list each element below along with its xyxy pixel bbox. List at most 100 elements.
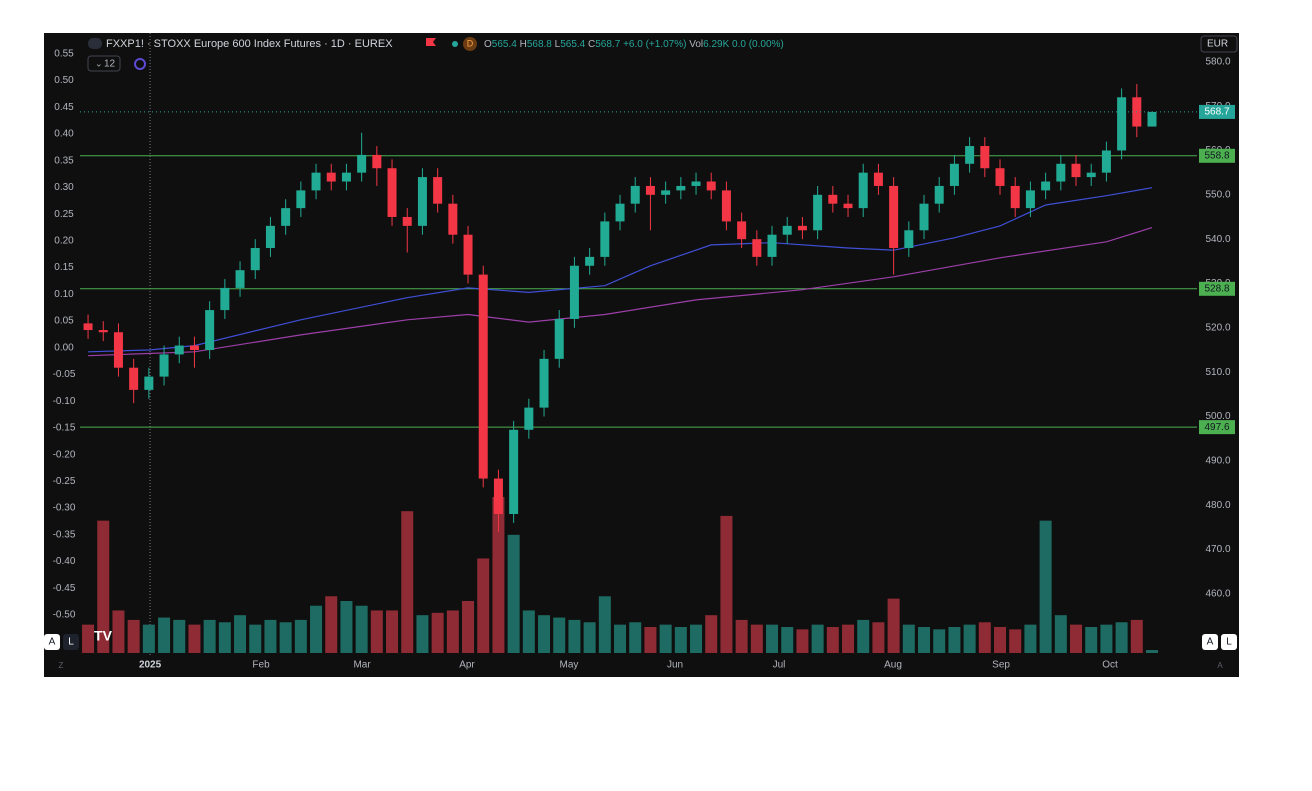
volume-bar xyxy=(477,558,490,653)
log-button[interactable] xyxy=(63,634,79,650)
volume-bar xyxy=(416,615,429,653)
y2-tick-label: 0.10 xyxy=(54,289,74,300)
level-label-bg xyxy=(1199,281,1235,296)
candle-body xyxy=(1056,163,1066,182)
y2-tick-label: 0.00 xyxy=(54,342,74,353)
auto-button[interactable] xyxy=(1202,634,1218,650)
candle-body xyxy=(630,185,640,204)
volume-bar xyxy=(446,610,459,653)
symbol-title: FXXP1! · STOXX Europe 600 Index Futures … xyxy=(106,38,393,50)
candle-body xyxy=(129,367,139,390)
volume-bar xyxy=(933,629,946,653)
volume-bar xyxy=(188,624,201,653)
y2-tick-label: -0.30 xyxy=(53,503,76,514)
volume-bar xyxy=(234,615,247,653)
volume-bar xyxy=(522,610,535,653)
x-tick-label: Sep xyxy=(992,660,1010,671)
volume-bar xyxy=(918,627,931,653)
y-tick-label: 540.0 xyxy=(1205,234,1230,245)
chevron: ⌄ xyxy=(95,58,103,68)
candle-body xyxy=(387,168,397,217)
candle-body xyxy=(98,330,108,333)
candle-body xyxy=(828,194,838,204)
volume-bar xyxy=(386,610,399,653)
corner-label: A xyxy=(1217,661,1223,670)
candle-body xyxy=(311,172,321,191)
candle-body xyxy=(904,230,914,249)
volume-bar xyxy=(796,629,809,653)
footer: A L TV A L Z A xyxy=(44,628,1237,670)
y-tick-label: 510.0 xyxy=(1205,367,1230,378)
indicator-count: 12 xyxy=(104,59,116,70)
candle-body xyxy=(919,203,929,231)
candle-body xyxy=(463,234,473,275)
volume-bar xyxy=(279,622,292,653)
volume-bar xyxy=(720,515,733,653)
volume-bar xyxy=(614,624,627,653)
vol-label: Vol xyxy=(689,39,703,50)
candle-body xyxy=(965,146,975,164)
auto-button[interactable] xyxy=(44,634,60,650)
x-tick-label: Mar xyxy=(353,660,371,671)
x-tick-label: Feb xyxy=(252,660,270,671)
candle-body xyxy=(326,172,336,182)
candle-body xyxy=(205,310,215,350)
volume-bar xyxy=(325,596,338,653)
currency: EUR xyxy=(1207,39,1228,50)
volume-bar xyxy=(1039,520,1052,653)
status-dot xyxy=(452,41,458,47)
currency-button[interactable] xyxy=(1200,35,1238,53)
y2-tick-label: 0.55 xyxy=(54,48,74,59)
candle-body xyxy=(554,318,564,359)
x-tick-label: Aug xyxy=(884,660,902,671)
symbol-icon xyxy=(88,38,102,49)
volume-bar xyxy=(994,627,1007,653)
candle-body xyxy=(782,225,792,235)
candle-body xyxy=(934,185,944,204)
auto-label: A xyxy=(1207,637,1214,648)
candle-body xyxy=(509,429,519,515)
volume-bar xyxy=(294,619,307,653)
candle-body xyxy=(1071,163,1081,178)
candle-body xyxy=(220,287,230,311)
log-button[interactable] xyxy=(1221,634,1237,650)
volume-bar xyxy=(766,624,779,653)
x-tick-label: Oct xyxy=(1102,660,1118,671)
log-label: L xyxy=(1226,637,1232,648)
volume-bar xyxy=(705,615,718,653)
candle-body xyxy=(1101,150,1111,173)
vol-value: 6.29K xyxy=(703,39,729,50)
candle-body xyxy=(706,181,716,191)
volume-bar xyxy=(492,497,505,653)
candle-body xyxy=(721,190,731,222)
level-label: 558.8 xyxy=(1204,150,1229,161)
candle-body xyxy=(113,332,123,368)
y2-tick-label: -0.50 xyxy=(53,610,76,621)
y2-tick-label: -0.35 xyxy=(53,529,76,540)
x-tick-label: 2025 xyxy=(139,660,162,671)
x-tick-label: Jul xyxy=(773,660,786,671)
y-tick-label: 500.0 xyxy=(1205,411,1230,422)
plot: 0.55 0.50 0.45 0.40 0.35 0.30 0.25 0.20 0.15 0.10… xyxy=(53,33,1235,671)
volume-bar xyxy=(340,601,353,653)
volume-bar xyxy=(553,617,566,653)
ohlc-value: 565.4 xyxy=(492,39,517,50)
volume-bar xyxy=(249,624,262,653)
volume-bar xyxy=(1146,650,1159,653)
candle-body xyxy=(372,154,382,169)
candle-body xyxy=(417,177,427,226)
level-label-bg xyxy=(1199,148,1235,163)
volume-bar xyxy=(538,615,551,653)
volume-bar xyxy=(431,612,444,653)
volume-bar xyxy=(826,627,839,653)
indicator-toggle[interactable] xyxy=(87,55,121,72)
x-tick-label: May xyxy=(560,660,579,671)
volume-bar xyxy=(674,627,687,653)
ohlc: O565.4 H568.8 L565.4 C568.7 +6.0 (+1.07%… xyxy=(484,39,784,50)
volume-bar xyxy=(644,627,657,653)
candle-body xyxy=(250,248,260,271)
candle-body xyxy=(448,203,458,235)
y-tick-label: 520.0 xyxy=(1205,322,1230,333)
moving-average xyxy=(88,227,1153,357)
